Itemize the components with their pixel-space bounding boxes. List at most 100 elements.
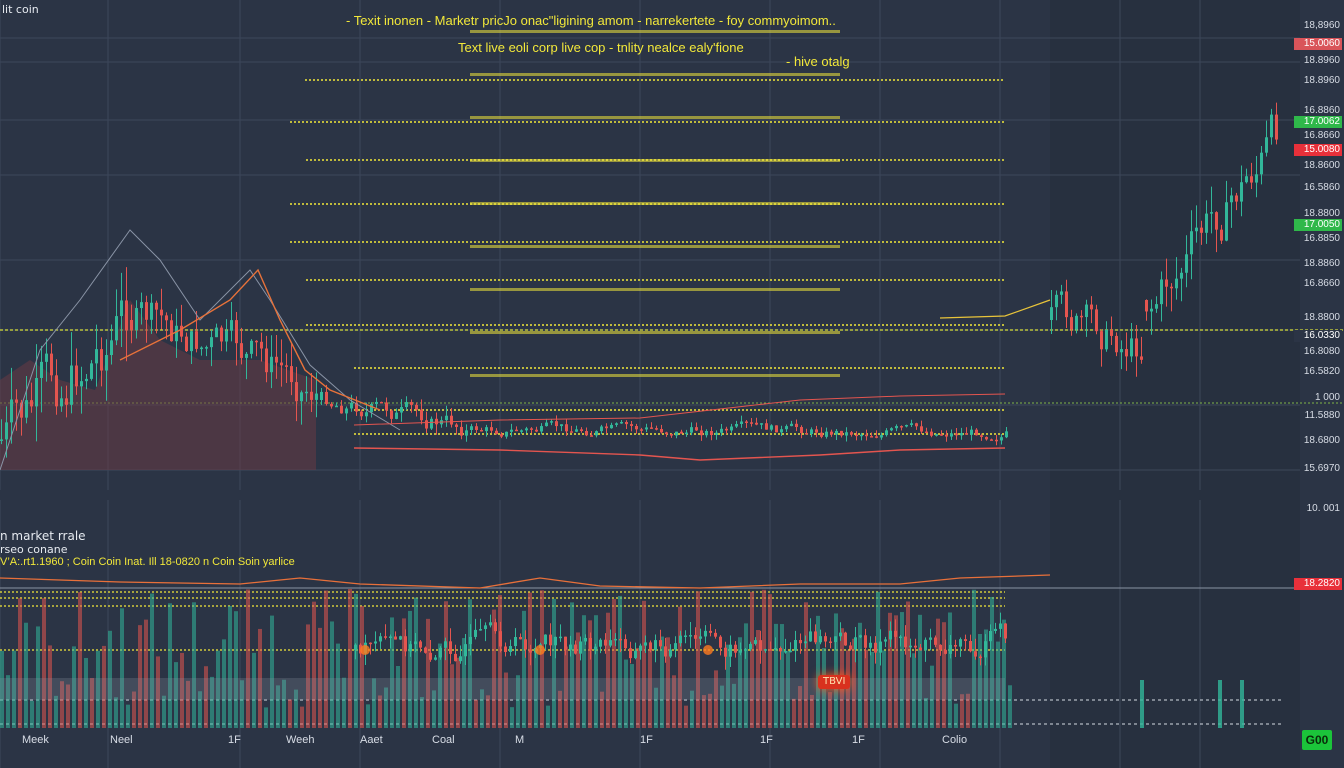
price-axis-tag[interactable]: 17.0062 <box>1294 116 1342 128</box>
volume-bar <box>864 649 868 728</box>
volume-bar <box>978 634 982 728</box>
volume-bar <box>72 646 76 728</box>
volume-bar <box>846 650 850 728</box>
volume-bar <box>540 590 544 728</box>
candle-body <box>385 402 388 411</box>
lower-candle-body <box>984 641 987 658</box>
volume-bar <box>546 705 550 728</box>
candle-body <box>605 426 608 429</box>
volume-bar <box>876 591 880 728</box>
lower-candle-body <box>939 644 942 650</box>
candle-body <box>685 432 688 435</box>
candle-body <box>460 426 463 436</box>
candle-body <box>260 341 263 349</box>
lower-candle-body <box>389 636 392 638</box>
lower-candle-body <box>789 650 792 653</box>
candle-body <box>450 415 453 425</box>
lower-candle-body <box>629 648 632 659</box>
candle-body <box>0 439 3 441</box>
volume-bar <box>114 697 118 728</box>
highlight-dot <box>535 645 545 655</box>
candle-body <box>1175 278 1178 289</box>
volume-bar <box>924 697 928 728</box>
volume-bar <box>576 632 580 728</box>
volume-bar <box>336 643 340 728</box>
volume-bar <box>894 615 898 728</box>
annotation-text-block <box>470 331 840 334</box>
volume-bar <box>618 595 622 728</box>
lower-candle-body <box>739 650 742 653</box>
indicator-line <box>353 393 1006 426</box>
price-axis-label: 15.6970 <box>1303 463 1340 474</box>
volume-bar <box>966 693 970 728</box>
candle-body <box>1255 174 1258 183</box>
price-axis-tag[interactable]: 17.0050 <box>1294 219 1342 231</box>
candle-body <box>575 429 578 432</box>
candle-body <box>725 428 728 431</box>
candle-body <box>825 431 828 437</box>
price-axis-tag[interactable]: 15.0060 <box>1294 38 1342 50</box>
volume-bar <box>642 600 646 728</box>
candle-body <box>125 300 128 331</box>
candle-body <box>1205 213 1208 233</box>
volume-bar <box>414 597 418 728</box>
volume-bar <box>552 598 556 728</box>
lower-candle-body <box>554 636 557 646</box>
lower-candle-body <box>474 629 477 637</box>
candle-body <box>855 434 858 437</box>
candle-body <box>860 434 863 437</box>
lower-candle-body <box>589 637 592 650</box>
volume-bar <box>906 601 910 728</box>
price-axis-tag[interactable]: 15.0080 <box>1294 144 1342 156</box>
time-axis-label: 1F <box>760 734 773 746</box>
candle-body <box>1170 286 1173 289</box>
candle-body <box>705 431 708 436</box>
candle-body <box>540 426 543 432</box>
volume-bar <box>798 686 802 728</box>
volume-bar <box>510 707 514 728</box>
candle-body <box>1220 229 1223 241</box>
volume-bar <box>132 691 136 728</box>
go-button[interactable]: G00 <box>1302 730 1332 750</box>
lower-candle-body <box>944 649 947 654</box>
price-axis-tag[interactable]: 18.2820 <box>1294 578 1342 590</box>
candle-body <box>160 309 163 316</box>
candle-body <box>265 348 268 373</box>
candle-body <box>510 429 513 432</box>
candle-body <box>45 353 48 362</box>
candle-body <box>920 426 923 432</box>
lower-candle-body <box>424 647 427 653</box>
candle-body <box>885 430 888 436</box>
candle-body <box>565 424 568 432</box>
volume-bar <box>474 699 478 728</box>
candle-body <box>675 431 678 436</box>
volume-bar <box>42 598 46 728</box>
volume-bar <box>306 624 310 728</box>
lower-candle-body <box>934 637 937 645</box>
candle-body <box>900 426 903 428</box>
volume-bar <box>186 680 190 728</box>
annotation-text-block <box>470 116 840 119</box>
flag-badge[interactable]: TBVI <box>818 675 851 689</box>
price-axis-label: 16.8850 <box>1303 233 1340 244</box>
price-axis-tag[interactable]: 16.0330 <box>1294 330 1342 342</box>
candle-body <box>995 439 998 442</box>
candle-body <box>1200 227 1203 233</box>
candle-body <box>700 430 703 436</box>
volume-bar <box>408 610 412 728</box>
price-axis-label: 1 000 <box>1314 392 1340 403</box>
candle-body <box>585 431 588 436</box>
candle-body <box>245 353 248 358</box>
lower-candle-body <box>604 639 607 646</box>
lower-panel-ticker: V’A:.rt1.1960 ; Coin Coin Inat. Ill 18-0… <box>0 556 295 568</box>
volume-bar <box>78 592 82 728</box>
volume-bar <box>600 691 604 728</box>
candle-body <box>745 421 748 423</box>
candle-body <box>1235 195 1238 202</box>
volume-bar <box>954 703 958 728</box>
candle-body <box>790 423 793 427</box>
candle-body <box>400 407 403 413</box>
candle-body <box>40 361 43 378</box>
